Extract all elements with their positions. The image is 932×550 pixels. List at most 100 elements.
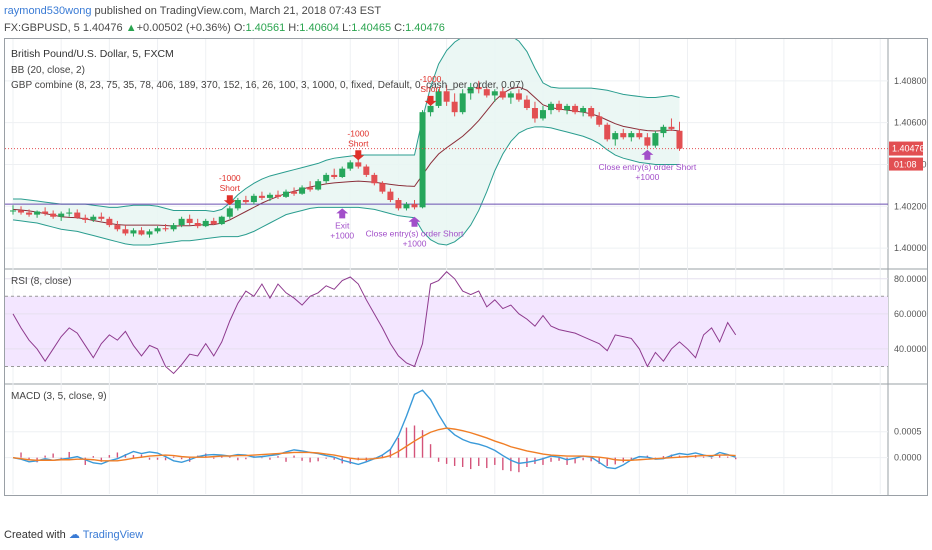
author-link[interactable]: raymond530wong <box>4 5 92 17</box>
indicator-legend: BB (20, close, 2) <box>11 65 85 76</box>
order-quantity-label: -1000 <box>347 128 369 138</box>
close-order-label: Close entry(s) order Short <box>598 162 696 172</box>
candle <box>323 174 330 182</box>
price-change: +0.00502 (+0.36%) <box>136 22 231 34</box>
candle <box>307 187 314 190</box>
candle <box>283 191 290 197</box>
bollinger-basis-line <box>12 86 680 227</box>
candle <box>266 194 273 198</box>
candle <box>146 231 153 235</box>
chart-frame[interactable]: 1.408001.406001.404001.402001.400001.404… <box>2 29 932 506</box>
candle <box>620 133 627 138</box>
candle <box>588 108 595 117</box>
bollinger-fill <box>13 29 680 245</box>
candle <box>26 212 33 215</box>
candle <box>660 126 667 134</box>
price-tick-label: 1.40000 <box>894 243 927 253</box>
close-quantity-label: +1000 <box>403 239 427 249</box>
symbol-label[interactable]: FX:GBPUSD, 5 <box>4 22 80 34</box>
candle <box>507 93 514 98</box>
candle <box>106 218 113 226</box>
open-label: O: <box>233 22 246 34</box>
close-quantity-label: +1000 <box>330 230 354 240</box>
countdown-badge <box>889 157 923 171</box>
chart-title: British Pound/U.S. Dollar, 5, FXCM <box>11 48 174 60</box>
candle <box>274 194 281 197</box>
close-arrow-icon[interactable] <box>336 208 349 219</box>
candle <box>644 137 651 146</box>
current-price-label: 1.40476 <box>892 144 925 154</box>
candle <box>556 103 563 111</box>
rsi-tick-label: 80.0000 <box>894 274 927 284</box>
order-side-label: Short <box>348 138 369 148</box>
candle <box>668 126 675 129</box>
price-pane[interactable]: 1.408001.406001.404001.402001.400001.404… <box>5 29 927 253</box>
candle <box>186 218 193 223</box>
candle <box>499 91 506 98</box>
candle <box>523 99 530 108</box>
candle <box>411 204 418 208</box>
candle <box>676 130 683 149</box>
close-arrow-icon[interactable] <box>641 149 654 160</box>
macd-pane[interactable]: 0.0005 0.0000 MACD (3, 5, close, 9) <box>5 389 922 473</box>
candle <box>355 162 362 167</box>
candle <box>130 230 137 234</box>
candle <box>178 218 185 226</box>
candle <box>395 200 402 209</box>
tradingview-logo-icon[interactable]: ☁ <box>68 529 80 541</box>
close-value: 1.40476 <box>405 22 445 34</box>
order-side-label: Short <box>420 84 441 94</box>
candle <box>114 225 121 230</box>
candle <box>539 110 546 119</box>
short-arrow-icon[interactable] <box>223 195 236 206</box>
candle <box>636 133 643 138</box>
candle <box>387 191 394 200</box>
candle <box>291 191 298 194</box>
last-price: 1.40476 <box>82 22 123 34</box>
candle <box>258 195 265 198</box>
candle <box>515 93 522 100</box>
candle <box>66 212 73 214</box>
rsi-band-fill <box>5 296 888 367</box>
order-quantity-label: -1000 <box>420 74 442 84</box>
candle <box>612 133 619 140</box>
change-arrow-icon: ▲ <box>125 22 137 34</box>
candle <box>435 91 442 106</box>
indicator-legend: GBP combine (8, 23, 75, 35, 78, 406, 189… <box>11 80 524 91</box>
bollinger-lower-line <box>12 126 680 246</box>
candle <box>427 105 434 113</box>
candle <box>339 168 346 177</box>
candle <box>154 228 161 232</box>
short-arrow-icon[interactable] <box>352 150 365 161</box>
current-price-badge <box>889 141 923 156</box>
candle <box>652 133 659 146</box>
price-tick-label: 1.40600 <box>894 118 927 128</box>
ohlc-readout: FX:GBPUSD, 5 1.40476 ▲+0.00502 (+0.36%) … <box>4 22 445 34</box>
chart-canvas[interactable]: 1.408001.406001.404001.402001.400001.404… <box>2 29 932 506</box>
candle <box>467 87 474 94</box>
price-tick-label: 1.40800 <box>894 76 927 86</box>
short-arrow-icon[interactable] <box>424 95 437 106</box>
close-arrow-icon[interactable] <box>408 216 421 227</box>
candle <box>483 89 490 96</box>
candle <box>234 200 241 209</box>
macd-line <box>12 389 736 470</box>
macd-legend: MACD (3, 5, close, 9) <box>11 391 107 402</box>
candle <box>226 208 233 217</box>
candle <box>242 200 249 203</box>
candle <box>475 87 482 90</box>
tradingview-brand[interactable]: TradingView <box>82 529 144 541</box>
countdown-label: 01:08 <box>894 160 917 170</box>
rsi-tick-label: 60.0000 <box>894 309 927 319</box>
rsi-tick-label: 40.0000 <box>894 344 927 354</box>
close-order-label: Exit <box>335 220 350 230</box>
rsi-pane[interactable]: 80.0000 60.0000 40.0000 RSI (8, close) <box>5 271 927 375</box>
candle <box>82 217 89 220</box>
macd-tick-label: 0.0005 <box>894 427 922 437</box>
open-value: 1.40561 <box>245 22 286 34</box>
close-order-label: Close entry(s) order Short <box>366 229 464 239</box>
macd-tick-label: 0.0000 <box>894 453 922 463</box>
high-value: 1.40604 <box>299 22 340 34</box>
candle <box>74 212 81 218</box>
order-side-label: Short <box>220 183 241 193</box>
